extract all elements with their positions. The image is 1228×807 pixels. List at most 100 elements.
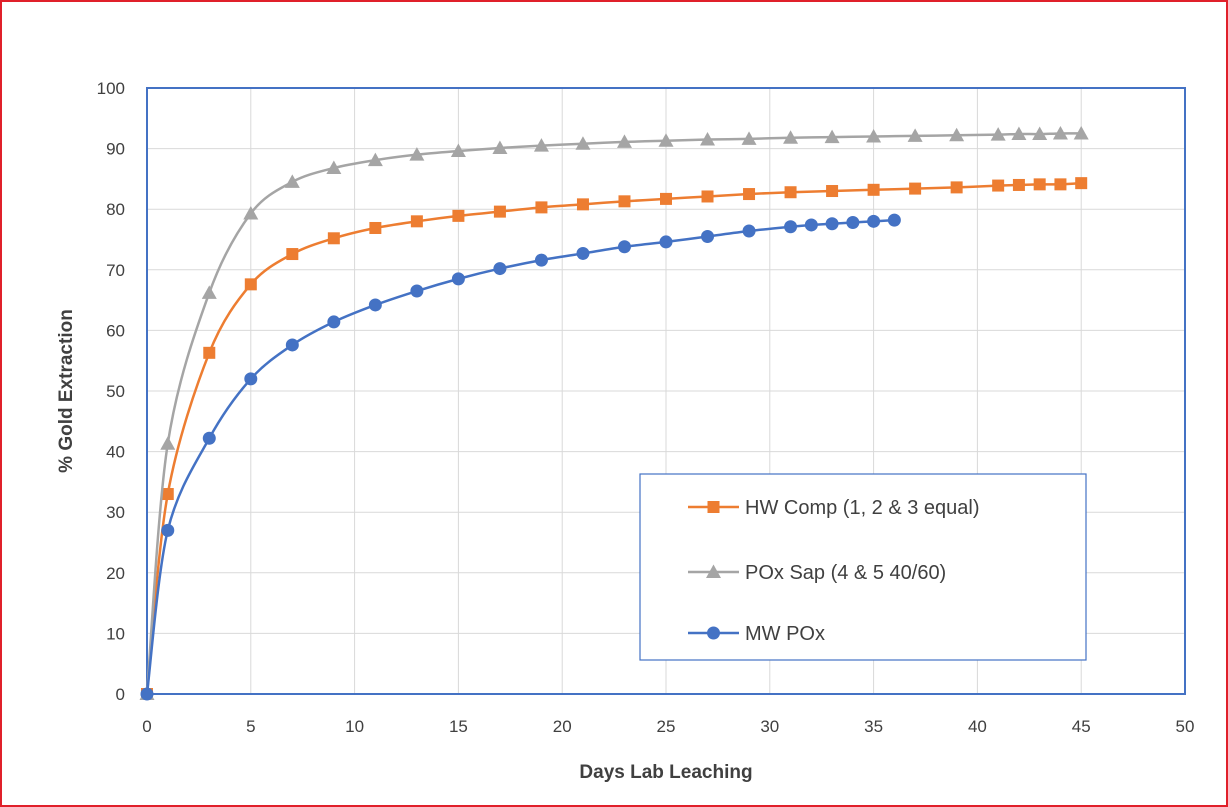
data-point-pox-sap xyxy=(741,131,757,145)
data-point-pox-sap xyxy=(866,128,882,143)
data-point-mw-pox xyxy=(161,523,175,537)
data-point-pox-sap xyxy=(492,140,508,154)
y-tick-label: 80 xyxy=(106,200,125,219)
x-tick-label: 25 xyxy=(657,717,676,736)
data-point-mw-pox xyxy=(804,218,818,232)
x-axis-ticks: 0 5 10 15 20 25 30 35 40 45 50 xyxy=(142,717,1194,736)
data-point-hw-comp xyxy=(1054,178,1067,191)
data-point-pox-sap xyxy=(1052,125,1068,140)
legend-item-hw-comp: HW Comp (1, 2 & 3 equal) xyxy=(688,497,980,519)
y-tick-label: 90 xyxy=(106,140,125,159)
data-point-hw-comp xyxy=(1012,178,1025,191)
legend-marker xyxy=(707,626,720,640)
y-axis-title: % Gold Extraction xyxy=(56,309,77,473)
legend-item-mw-pox: MW POx xyxy=(688,623,825,645)
data-point-pox-sap xyxy=(658,133,674,147)
data-point-hw-comp xyxy=(909,182,922,195)
data-point-hw-comp xyxy=(203,346,216,359)
x-tick-label: 50 xyxy=(1176,717,1195,736)
data-point-hw-comp xyxy=(327,232,340,245)
x-tick-label: 45 xyxy=(1072,717,1091,736)
data-point-pox-sap xyxy=(575,136,591,150)
data-point-hw-comp xyxy=(867,183,880,196)
legend-marker xyxy=(707,501,720,513)
y-tick-label: 60 xyxy=(106,321,125,340)
data-point-mw-pox xyxy=(202,431,216,445)
plot-area xyxy=(146,87,1186,695)
legend-label: POx Sap (4 & 5 40/60) xyxy=(745,562,946,584)
data-point-pox-sap xyxy=(907,128,923,142)
data-point-hw-comp xyxy=(743,188,756,201)
x-tick-label: 10 xyxy=(345,717,364,736)
data-point-hw-comp xyxy=(369,221,382,234)
legend-items: HW Comp (1, 2 & 3 equal) POx Sap (4 & 5 4… xyxy=(688,497,980,645)
x-tick-label: 30 xyxy=(760,717,779,736)
data-point-mw-pox xyxy=(451,272,465,286)
y-tick-label: 10 xyxy=(106,624,125,643)
x-axis-title: Days Lab Leaching xyxy=(579,762,752,783)
data-point-mw-pox xyxy=(846,216,860,230)
data-point-pox-sap xyxy=(450,143,466,158)
data-point-pox-sap xyxy=(616,134,632,148)
data-point-mw-pox xyxy=(493,262,507,276)
data-point-mw-pox xyxy=(534,253,548,267)
data-point-hw-comp xyxy=(992,179,1005,192)
x-tick-label: 0 xyxy=(142,717,151,736)
data-point-pox-sap xyxy=(824,129,840,144)
data-point-hw-comp xyxy=(286,248,299,261)
series-group xyxy=(139,125,1089,701)
x-tick-label: 35 xyxy=(864,717,883,736)
data-point-mw-pox xyxy=(867,214,881,228)
data-point-hw-comp xyxy=(701,190,714,203)
data-point-mw-pox xyxy=(742,224,756,238)
data-point-mw-pox xyxy=(576,246,590,260)
data-point-mw-pox xyxy=(659,235,673,249)
data-point-hw-comp xyxy=(1033,178,1046,191)
legend-label: HW Comp (1, 2 & 3 equal) xyxy=(745,497,980,519)
data-point-mw-pox xyxy=(244,372,258,386)
data-point-hw-comp xyxy=(452,209,465,222)
data-point-hw-comp xyxy=(950,181,963,194)
data-point-pox-sap xyxy=(1032,126,1048,141)
y-tick-label: 40 xyxy=(106,443,125,462)
data-point-pox-sap xyxy=(201,285,217,299)
y-tick-label: 50 xyxy=(106,382,125,401)
data-point-mw-pox xyxy=(368,298,382,312)
data-point-hw-comp xyxy=(161,488,174,501)
y-tick-label: 20 xyxy=(106,564,125,583)
data-point-pox-sap xyxy=(326,160,342,174)
legend: HW Comp (1, 2 & 3 equal) POx Sap (4 & 5 4… xyxy=(639,473,1087,661)
data-point-mw-pox xyxy=(784,220,798,234)
data-point-pox-sap xyxy=(160,436,176,450)
x-tick-label: 5 xyxy=(246,717,255,736)
x-tick-label: 20 xyxy=(553,717,572,736)
x-tick-label: 15 xyxy=(449,717,468,736)
y-axis-ticks: 0 10 20 30 40 50 60 70 80 90 100 xyxy=(97,79,125,704)
data-point-pox-sap xyxy=(284,174,300,188)
data-point-mw-pox xyxy=(140,687,154,701)
data-point-hw-comp xyxy=(410,215,423,228)
legend-label: MW POx xyxy=(745,623,825,645)
data-point-mw-pox xyxy=(617,240,631,254)
y-tick-label: 30 xyxy=(106,503,125,522)
data-point-pox-sap xyxy=(243,205,259,220)
data-point-pox-sap xyxy=(783,130,799,144)
data-point-mw-pox xyxy=(887,213,901,227)
data-point-hw-comp xyxy=(784,186,797,199)
data-point-mw-pox xyxy=(825,217,839,231)
data-point-hw-comp xyxy=(826,185,839,198)
y-tick-label: 70 xyxy=(106,261,125,280)
data-point-pox-sap xyxy=(1011,126,1027,141)
data-point-pox-sap xyxy=(533,138,549,152)
data-point-hw-comp xyxy=(493,205,506,218)
data-point-hw-comp xyxy=(660,192,672,205)
data-point-hw-comp xyxy=(1075,177,1088,190)
data-point-pox-sap xyxy=(409,147,425,161)
data-point-hw-comp xyxy=(244,278,257,291)
legend-marker xyxy=(706,564,721,578)
y-tick-label: 100 xyxy=(97,79,125,98)
data-point-pox-sap xyxy=(949,127,965,142)
series-mw-pox xyxy=(140,213,901,701)
